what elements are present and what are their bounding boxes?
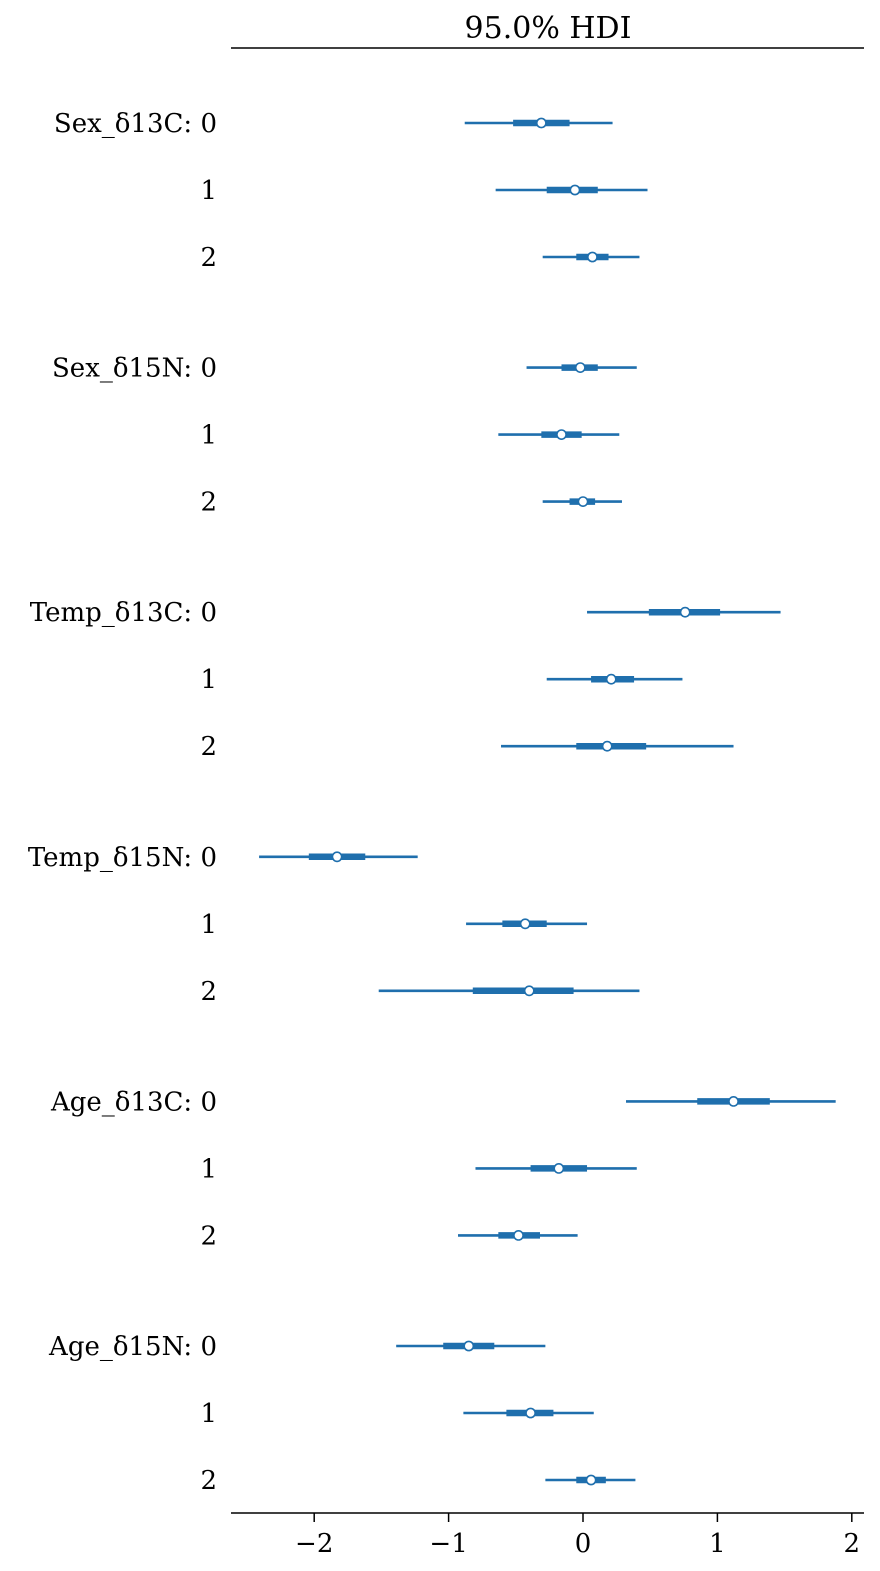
x-tick-label: 0: [575, 1529, 592, 1559]
row-label: 1: [200, 665, 217, 695]
row-index-label: 0: [200, 109, 217, 139]
row-labels: Sex_δ13C: 0 1 2 Sex_δ15N: 0 1 2 Temp_δ13C: 0 1 2…: [28, 109, 217, 1496]
row-index-label: 2: [200, 977, 217, 1007]
group-label: Sex_δ15N: [52, 354, 184, 384]
row-label: 2: [200, 243, 217, 273]
median-point: [523, 985, 535, 997]
median-point: [553, 1163, 565, 1174]
row-label: 2: [200, 488, 217, 518]
median-point: [513, 1230, 524, 1241]
median-point: [587, 251, 598, 263]
row-label: 1: [200, 1154, 217, 1184]
median-point: [463, 1340, 475, 1352]
median-point: [605, 673, 617, 685]
median-point: [556, 429, 567, 440]
chart-title: 95.0% HDI: [465, 11, 632, 46]
row-label: 1: [200, 910, 217, 940]
row-index-label: 0: [200, 1087, 217, 1117]
row-index-label: 1: [200, 1399, 217, 1429]
x-tick-label: 1: [709, 1529, 726, 1559]
row-index-label: 0: [200, 1332, 217, 1362]
x-tick-label: −1: [429, 1529, 467, 1559]
row-label: Temp_δ15N: 0: [28, 843, 217, 873]
row-index-label: 2: [200, 243, 217, 273]
median-point: [569, 184, 581, 196]
median-point: [679, 606, 691, 618]
group-label: Age_δ15N: [48, 1332, 184, 1362]
group-label: Sex_δ13C: [54, 109, 184, 139]
row-index-label: 1: [200, 1154, 217, 1184]
median-point: [574, 362, 586, 373]
row-label: 2: [200, 732, 217, 762]
row-label: 2: [200, 1466, 217, 1496]
row-label: 1: [200, 1399, 217, 1429]
x-tick-label: −2: [295, 1529, 333, 1559]
median-point: [519, 918, 531, 930]
row-label: Age_δ15N: 0: [48, 1332, 217, 1362]
row-label: Temp_δ13C: 0: [30, 598, 217, 628]
row-label: 2: [200, 977, 217, 1007]
group-label: Temp_δ15N: [28, 843, 184, 873]
row-label: Sex_δ15N: 0: [52, 354, 217, 384]
median-point: [535, 117, 547, 129]
median-point: [525, 1407, 536, 1419]
median-point: [728, 1096, 739, 1107]
median-point: [585, 1474, 597, 1486]
row-index-label: 1: [200, 421, 217, 451]
group-label: Age_δ13C: [50, 1087, 183, 1117]
interval-marks: [259, 117, 836, 1486]
row-label: 1: [200, 421, 217, 451]
row-label: 2: [200, 1221, 217, 1251]
row-index-label: 2: [200, 1466, 217, 1496]
row-index-label: 0: [200, 354, 217, 384]
row-index-label: 2: [200, 488, 217, 518]
median-point: [577, 496, 589, 507]
row-index-label: 2: [200, 732, 217, 762]
row-label: Sex_δ13C: 0: [54, 109, 217, 139]
median-point: [601, 740, 613, 752]
group-label: Temp_δ13C: [30, 598, 184, 628]
row-index-label: 2: [200, 1221, 217, 1251]
row-index-label: 1: [200, 910, 217, 940]
row-index-label: 1: [200, 665, 217, 695]
row-label: Age_δ13C: 0: [50, 1087, 217, 1117]
row-index-label: 0: [200, 598, 217, 628]
x-axis-ticks: −2 −1 0 1 2: [295, 1513, 860, 1559]
row-label: 1: [200, 176, 217, 206]
x-tick-label: 2: [844, 1529, 861, 1559]
row-index-label: 0: [200, 843, 217, 873]
row-index-label: 1: [200, 176, 217, 206]
median-point: [331, 851, 343, 863]
